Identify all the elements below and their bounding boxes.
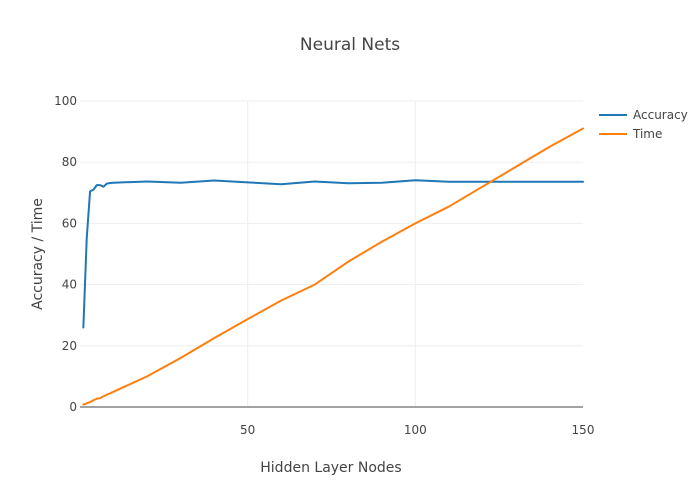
x-tick-label: 150 — [572, 423, 595, 437]
x-tick-label: 50 — [240, 423, 255, 437]
legend-label-accuracy: Accuracy — [633, 108, 688, 122]
y-tick-label: 20 — [62, 339, 77, 353]
y-tick-label: 60 — [62, 216, 77, 230]
legend: Accuracy Time — [599, 108, 688, 141]
grid-lines — [80, 100, 583, 407]
y-axis-title: Accuracy / Time — [30, 198, 46, 310]
y-tick-label: 40 — [62, 278, 77, 292]
y-tick-label: 80 — [62, 155, 77, 169]
y-tick-label: 100 — [54, 94, 77, 108]
series-line-accuracy — [82, 179, 584, 329]
x-axis-title: Hidden Layer Nodes — [260, 460, 401, 476]
series-lines — [82, 127, 584, 406]
chart-title: Neural Nets — [300, 35, 400, 55]
axes: 0 20 40 60 80 100 50 100 150 — [54, 94, 594, 437]
legend-label-time: Time — [632, 127, 662, 141]
series-line-time — [82, 127, 584, 406]
x-tick-label: 100 — [404, 423, 427, 437]
y-tick-label: 0 — [69, 400, 77, 414]
